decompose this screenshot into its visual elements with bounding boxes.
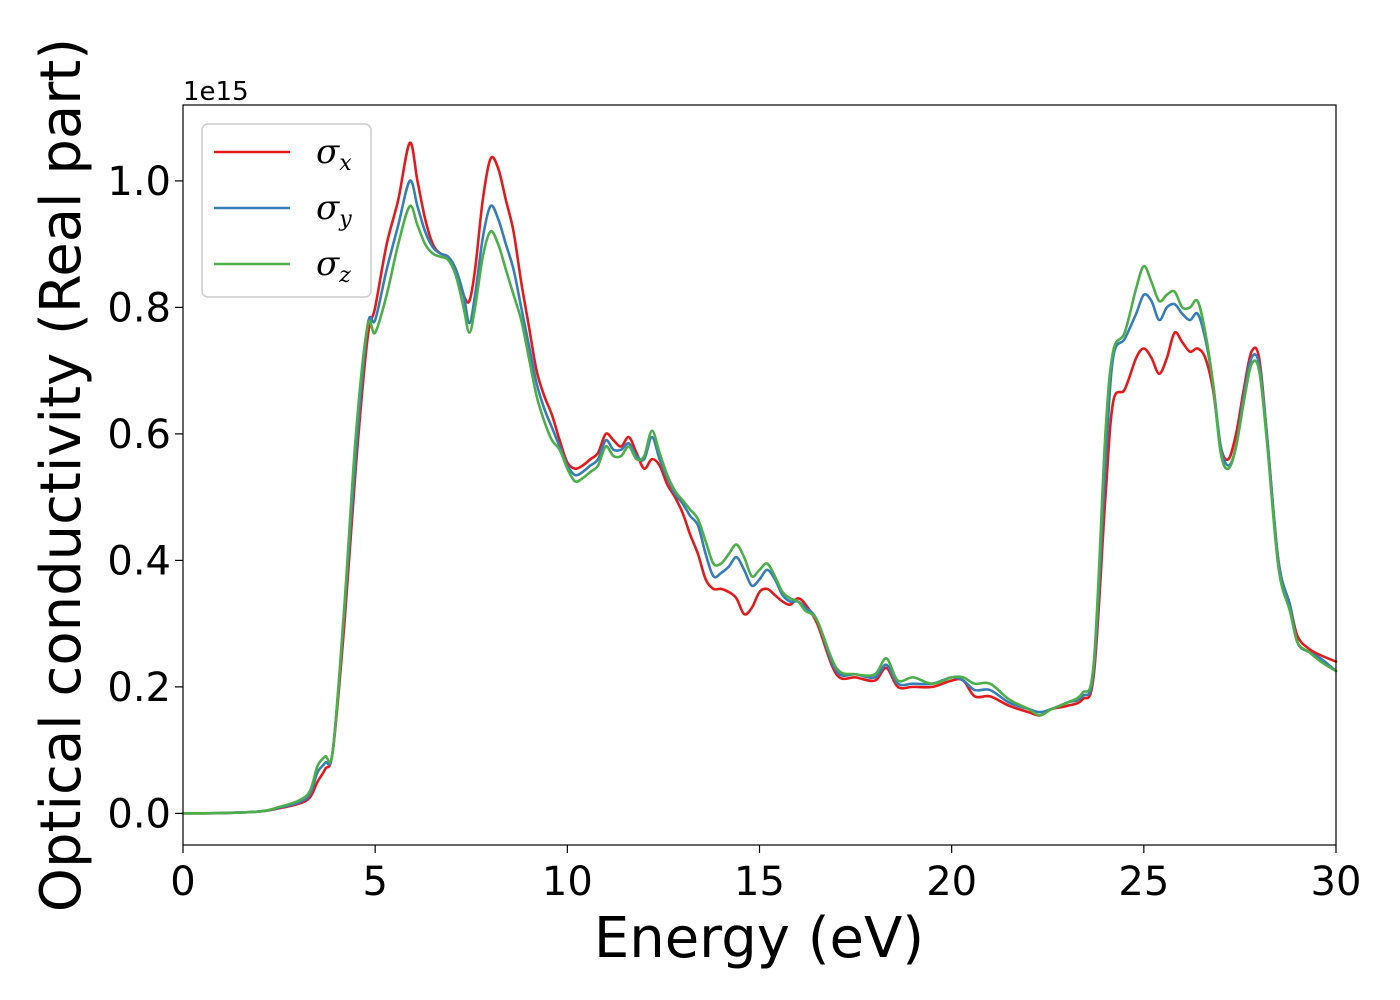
- x-tick-label: 10: [542, 859, 593, 905]
- series-line-x: [181, 141, 1338, 815]
- y-tick-label: 0.6: [107, 412, 171, 458]
- legend-symbol: σ: [316, 132, 340, 172]
- y-tick-label: 0.8: [107, 285, 171, 331]
- y-axis-ticks: 0.0 0.2 0.4 0.6 0.8 1.0: [107, 159, 183, 837]
- legend-subscript: y: [338, 207, 352, 232]
- legend-symbol: σ: [316, 188, 340, 228]
- x-axis-title: Energy (eV): [594, 906, 924, 971]
- x-tick-label: 20: [926, 859, 977, 905]
- series-layer: [181, 141, 1338, 815]
- series-line-z: [181, 204, 1338, 815]
- y-tick-label: 0.4: [107, 538, 171, 584]
- series-line-y: [181, 179, 1338, 815]
- x-tick-label: 30: [1311, 859, 1362, 905]
- x-axis-ticks: 0 5 10 15 20 25 30: [170, 845, 1361, 905]
- legend-box: [201, 123, 372, 298]
- legend-subscript: x: [339, 151, 352, 176]
- legend-subscript: z: [338, 263, 351, 288]
- y-tick-label: 0.2: [107, 665, 171, 711]
- x-tick-label: 15: [734, 859, 785, 905]
- x-tick-label: 5: [362, 859, 387, 905]
- y-offset-label: 1e15: [183, 77, 249, 107]
- legend-label-y: σy: [316, 188, 352, 232]
- y-tick-label: 0.0: [107, 791, 171, 837]
- x-tick-label: 25: [1118, 859, 1169, 905]
- legend-label-x: σx: [316, 132, 352, 176]
- legend-label-z: σz: [316, 244, 351, 288]
- legend-symbol: σ: [316, 244, 340, 284]
- y-axis-title: Optical conductivity (Real part): [29, 38, 94, 912]
- y-tick-label: 1.0: [107, 159, 171, 205]
- x-tick-label: 0: [170, 859, 195, 905]
